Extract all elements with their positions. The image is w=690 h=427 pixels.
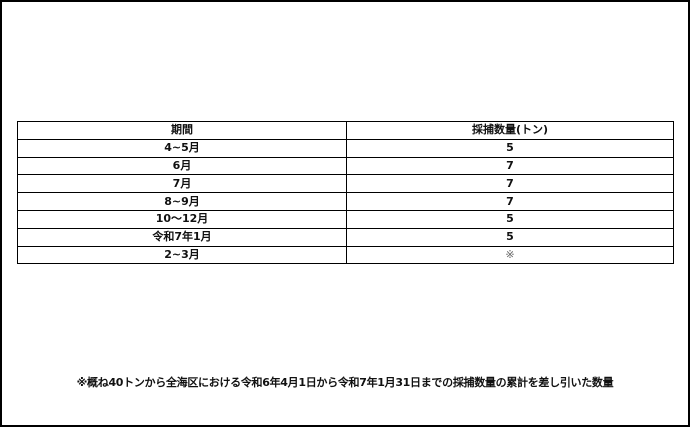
header-period: 期間 — [17, 121, 347, 140]
period-cell: 10～12月 — [17, 209, 347, 229]
period-cell: 8~9月 — [17, 192, 347, 211]
period-cell: 2~3月 — [17, 245, 347, 265]
catch-quota-table: 期間 採捕数量(トン) 4~5月 5 6月 7 7月 7 8~9月 7 10～12月 5 … — [17, 121, 674, 265]
quantity-cell: 5 — [346, 138, 674, 158]
footnote: ※概ね40トンから全海区における令和6年4月1日から令和7年1月31日までの採捕… — [76, 376, 614, 389]
table-row: 7月 7 — [17, 174, 674, 194]
table-row: 4~5月 5 — [17, 138, 674, 158]
quantity-cell: 5 — [346, 209, 674, 229]
quantity-cell: 7 — [346, 192, 674, 211]
period-cell: 4~5月 — [17, 138, 347, 158]
quantity-cell: 5 — [346, 227, 674, 247]
quantity-cell: 7 — [346, 156, 674, 176]
period-cell: 7月 — [17, 174, 347, 194]
period-cell: 6月 — [17, 156, 347, 176]
table-row: 令和7年1月 5 — [17, 227, 674, 247]
table-row: 2~3月 ※ — [17, 245, 674, 265]
header-quantity: 採捕数量(トン) — [346, 121, 674, 140]
quantity-cell: 7 — [346, 174, 674, 194]
quantity-cell: ※ — [346, 245, 674, 265]
table-row: 10～12月 5 — [17, 209, 674, 229]
table-header-row: 期間 採捕数量(トン) — [17, 121, 674, 140]
table-row: 6月 7 — [17, 156, 674, 176]
table-row: 8~9月 7 — [17, 192, 674, 211]
period-cell: 令和7年1月 — [17, 227, 347, 247]
